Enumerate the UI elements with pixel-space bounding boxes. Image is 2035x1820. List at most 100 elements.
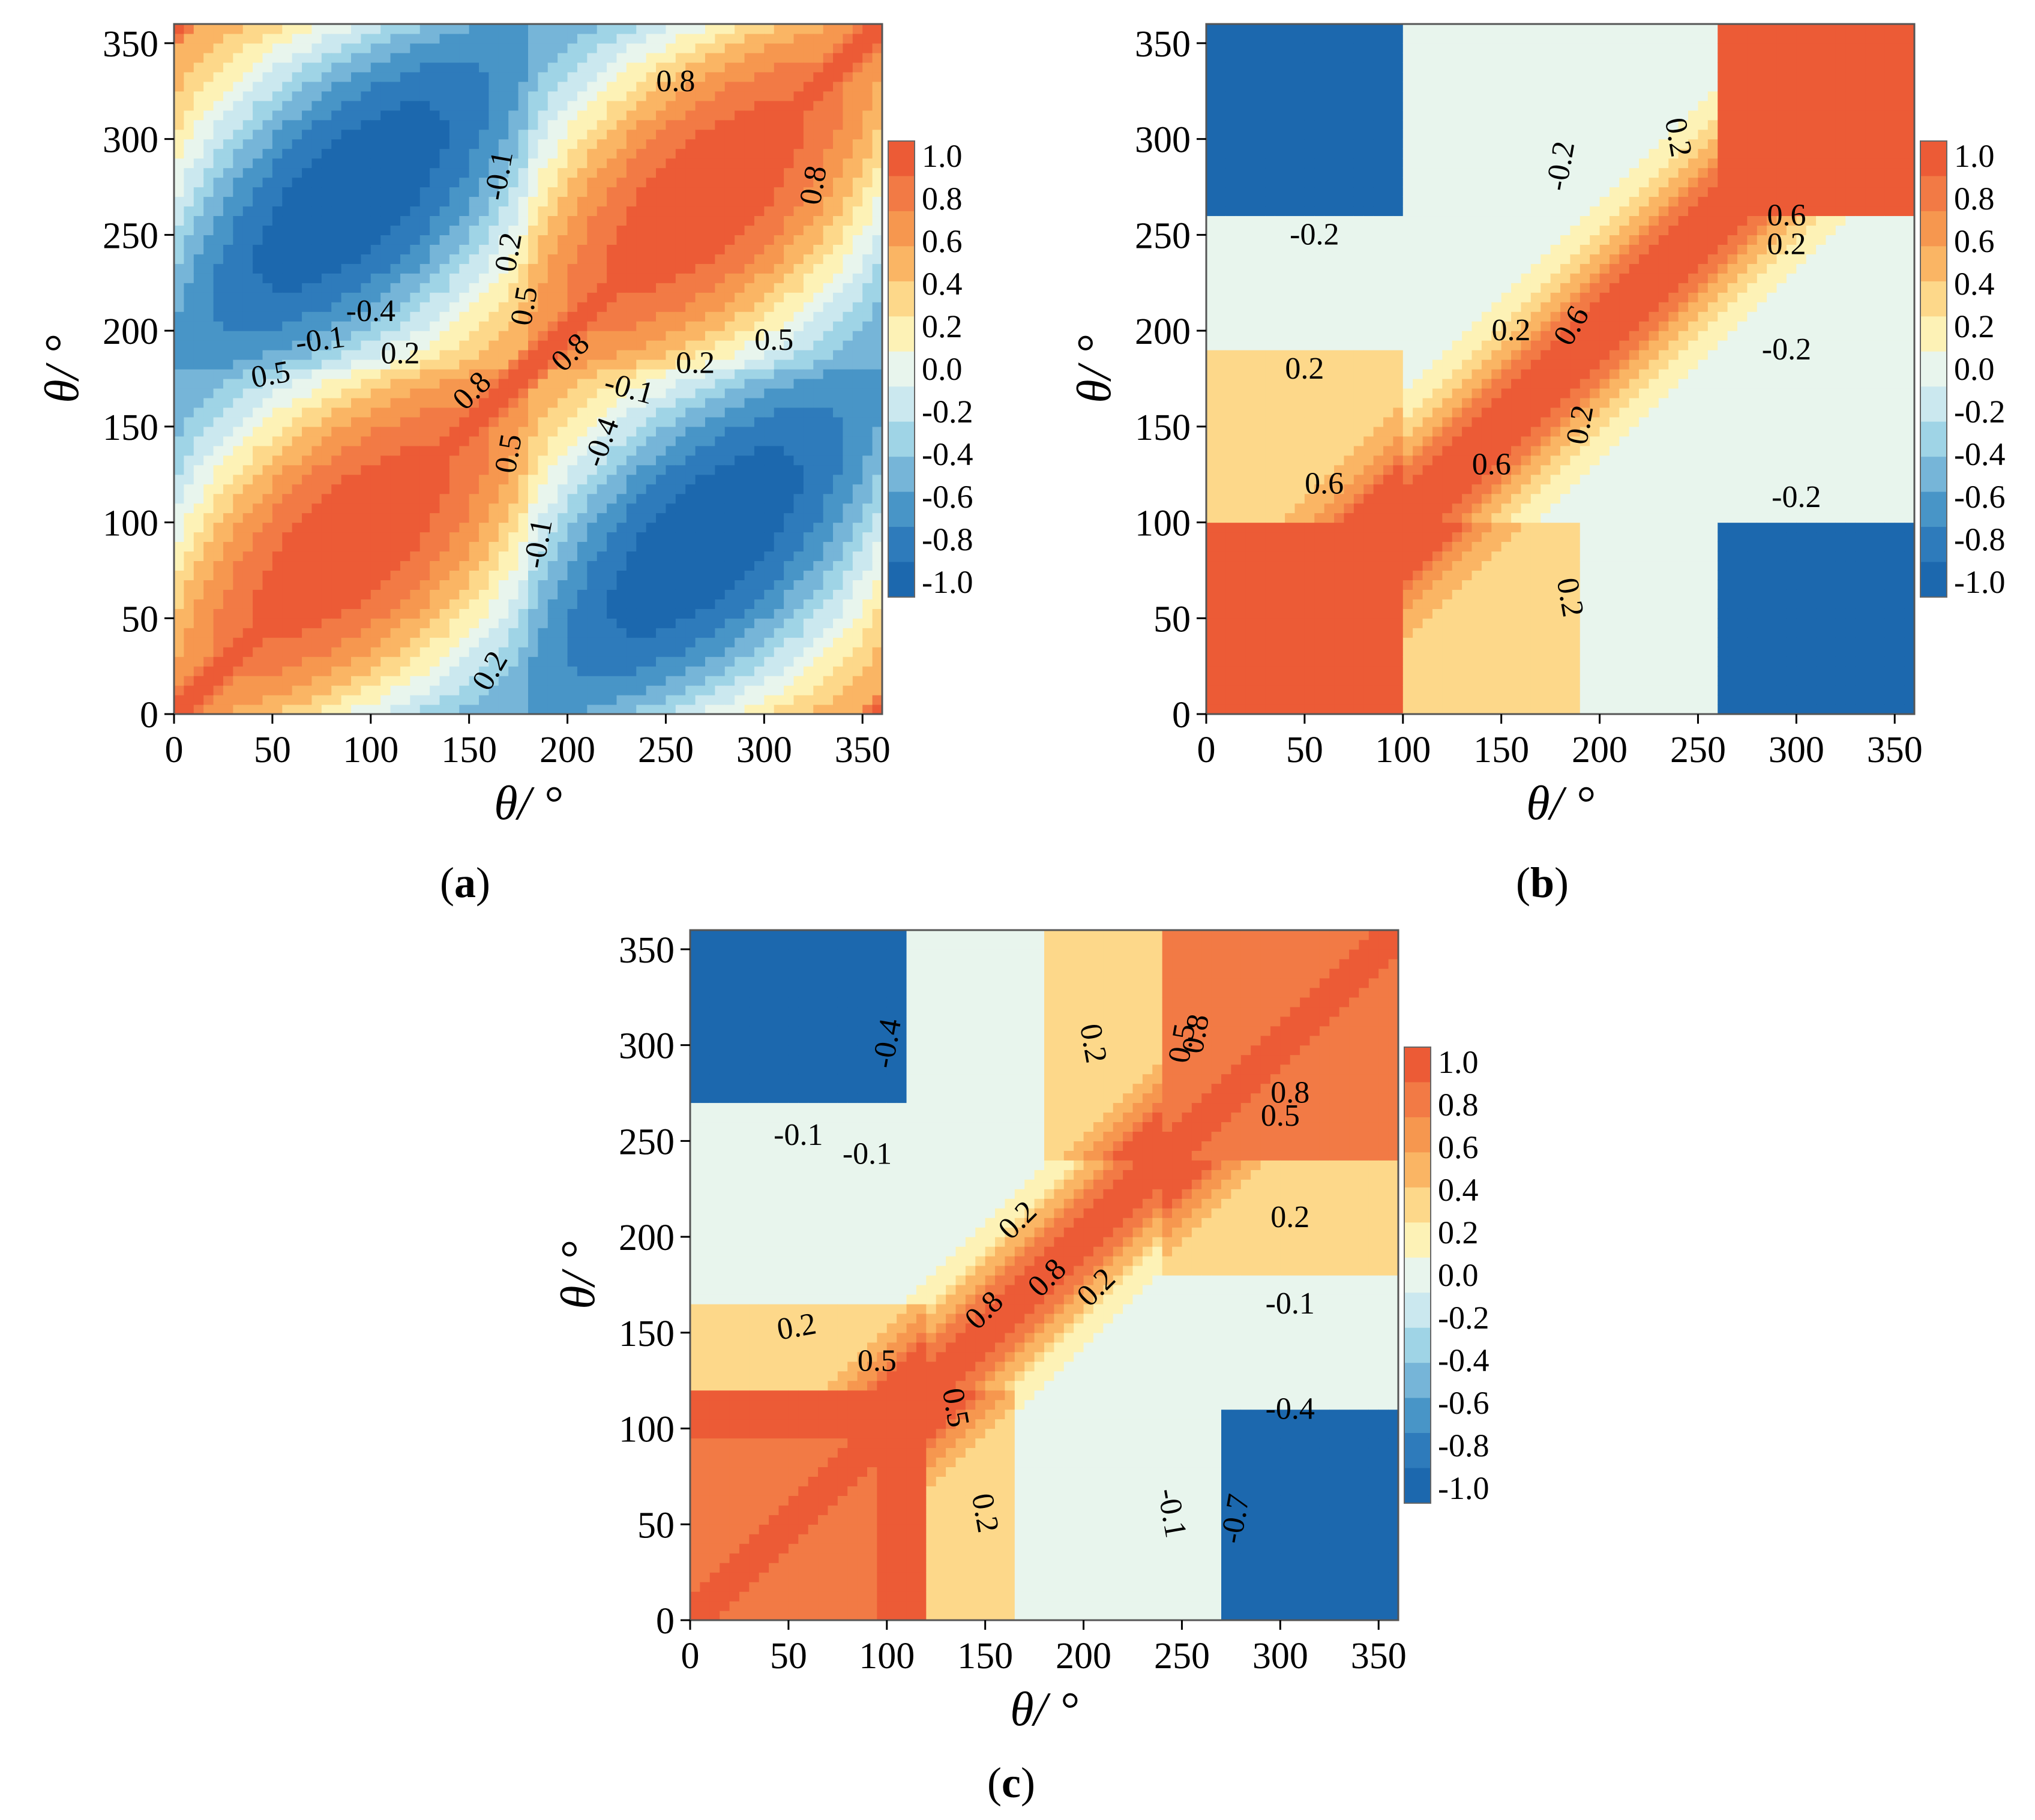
heatmap-cell	[646, 100, 657, 111]
heatmap-cell	[558, 91, 568, 101]
heatmap-cell	[184, 340, 194, 350]
heatmap-cell	[764, 340, 775, 350]
heatmap-cell	[666, 484, 676, 494]
heatmap-cell	[321, 560, 332, 571]
heatmap-cell	[774, 292, 784, 302]
heatmap-cell	[488, 589, 499, 599]
heatmap-cell	[223, 484, 233, 494]
heatmap-cell	[193, 215, 204, 226]
heatmap-cell	[607, 177, 618, 188]
heatmap-cell	[754, 484, 765, 494]
heatmap-cell	[321, 215, 332, 226]
heatmap-cell	[528, 100, 538, 111]
heatmap-cell	[577, 167, 588, 178]
heatmap-cell	[508, 532, 519, 542]
heatmap-cell	[351, 388, 361, 398]
heatmap-cell	[793, 589, 804, 599]
heatmap-cell	[331, 43, 342, 53]
heatmap-cell	[479, 426, 490, 437]
heatmap-cell	[518, 225, 529, 235]
heatmap-cell	[223, 580, 233, 590]
heatmap-cell	[695, 283, 706, 293]
heatmap-cell	[636, 493, 647, 504]
heatmap-cell	[459, 570, 470, 580]
heatmap-cell	[361, 637, 371, 647]
heatmap-cell	[587, 302, 598, 312]
heatmap-cell	[577, 100, 588, 111]
heatmap-cell	[203, 628, 214, 638]
heatmap-cell	[695, 397, 706, 408]
heatmap-cell	[400, 436, 410, 446]
heatmap-cell	[577, 580, 588, 590]
heatmap-cell	[754, 52, 765, 63]
heatmap-cell	[262, 704, 273, 715]
heatmap-cell	[174, 666, 184, 676]
heatmap-cell	[390, 560, 401, 571]
heatmap-cell	[174, 148, 184, 159]
heatmap-cell	[498, 637, 509, 647]
heatmap-cell	[666, 302, 676, 312]
heatmap-cell	[577, 110, 588, 121]
heatmap-cell	[724, 359, 735, 370]
heatmap-cell	[253, 522, 263, 533]
heatmap-cell	[803, 666, 814, 676]
heatmap-cell	[213, 167, 224, 178]
heatmap-cell	[735, 244, 745, 254]
heatmap-cell	[498, 484, 509, 494]
heatmap-cell	[253, 331, 263, 341]
heatmap-cell	[616, 62, 627, 73]
heatmap-cell	[272, 589, 283, 599]
heatmap-cell	[843, 302, 853, 312]
heatmap-cell	[656, 119, 667, 130]
heatmap-cell	[488, 455, 499, 466]
heatmap-cell	[184, 43, 194, 53]
heatmap-cell	[666, 695, 676, 705]
heatmap-cell	[262, 24, 273, 34]
heatmap-cell	[607, 311, 618, 322]
heatmap-cell	[351, 244, 361, 254]
heatmap-cell	[518, 119, 529, 130]
heatmap-cell	[695, 580, 706, 590]
heatmap-cell	[400, 551, 410, 562]
heatmap-cell	[587, 541, 598, 552]
heatmap-cell	[646, 340, 657, 350]
heatmap-cell	[705, 503, 715, 514]
heatmap-cell	[528, 244, 538, 254]
heatmap-cell	[341, 464, 352, 475]
heatmap-cell	[675, 407, 686, 418]
heatmap-cell	[203, 263, 214, 274]
heatmap-cell	[419, 340, 430, 350]
heatmap-cell	[813, 52, 824, 63]
heatmap-cell	[823, 512, 834, 523]
heatmap-cell	[547, 656, 558, 667]
heatmap-cell	[174, 532, 184, 542]
heatmap-cell	[498, 350, 509, 360]
heatmap-cell	[695, 71, 706, 82]
heatmap-cell	[370, 33, 381, 44]
heatmap-cell	[774, 512, 784, 523]
heatmap-cell	[242, 369, 253, 379]
heatmap-cell	[754, 608, 765, 619]
heatmap-cell	[607, 43, 618, 53]
heatmap-cell	[321, 503, 332, 514]
heatmap-cell	[439, 225, 450, 235]
heatmap-cell	[666, 215, 676, 226]
heatmap-cell	[567, 43, 578, 53]
heatmap-cell	[685, 119, 696, 130]
heatmap-cell	[705, 656, 715, 667]
heatmap-cell	[577, 397, 588, 408]
heatmap-cell	[184, 148, 194, 159]
heatmap-cell	[321, 407, 332, 418]
heatmap-cell	[292, 608, 302, 619]
heatmap-cell	[449, 129, 460, 140]
heatmap-cell	[439, 407, 450, 418]
heatmap-cell	[587, 551, 598, 562]
heatmap-cell	[636, 637, 647, 647]
heatmap-cell	[646, 695, 657, 705]
heatmap-cell	[459, 484, 470, 494]
heatmap-cell	[203, 350, 214, 360]
heatmap-cell	[488, 522, 499, 533]
heatmap-cell	[282, 685, 293, 695]
heatmap-cell	[675, 378, 686, 389]
heatmap-cell	[685, 445, 696, 456]
